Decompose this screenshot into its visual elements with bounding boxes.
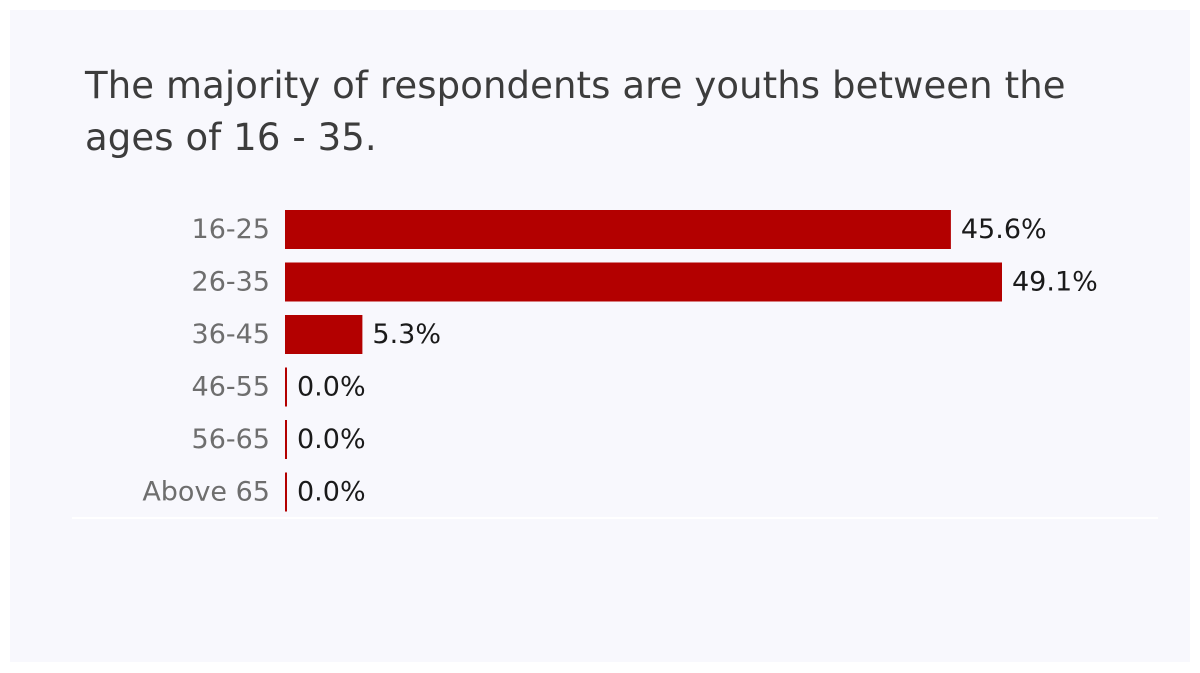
category-label: Above 65 [142, 477, 270, 508]
bar[interactable] [285, 367, 287, 407]
value-label: 5.3% [372, 319, 441, 350]
category-label: 16-25 [192, 214, 270, 245]
value-label: 0.0% [297, 424, 366, 455]
bar[interactable] [285, 420, 287, 459]
bar-row: 56-65 0.0% [192, 420, 366, 459]
category-label: 36-45 [192, 319, 270, 350]
bar[interactable] [285, 262, 1002, 302]
value-label: 0.0% [297, 372, 366, 403]
bar-chart: 16-25 45.6%26-35 49.1%36-45 5.3%46-55 0.0%56… [72, 210, 1158, 519]
bar[interactable] [285, 472, 287, 512]
category-label: 56-65 [192, 424, 270, 455]
plot-area: 16-25 45.6%26-35 49.1%36-45 5.3%46-55 0.0%56… [72, 210, 1158, 519]
bar[interactable] [285, 210, 951, 249]
bar-row: Above 65 0.0% [142, 472, 366, 512]
bar[interactable] [285, 315, 363, 354]
bar-row: 26-35 49.1% [192, 262, 1098, 302]
bar-row: 16-25 45.6% [192, 210, 1047, 249]
bar-row: 36-45 5.3% [192, 315, 441, 354]
category-label: 26-35 [192, 267, 270, 298]
value-label: 49.1% [1012, 267, 1098, 298]
chart-panel: The majority of respondents are youths b… [10, 10, 1190, 662]
value-label: 45.6% [961, 214, 1047, 245]
value-label: 0.0% [297, 477, 366, 508]
chart-title: The majority of respondents are youths b… [85, 64, 1066, 159]
bar-row: 46-55 0.0% [192, 367, 366, 407]
category-label: 46-55 [192, 372, 270, 403]
